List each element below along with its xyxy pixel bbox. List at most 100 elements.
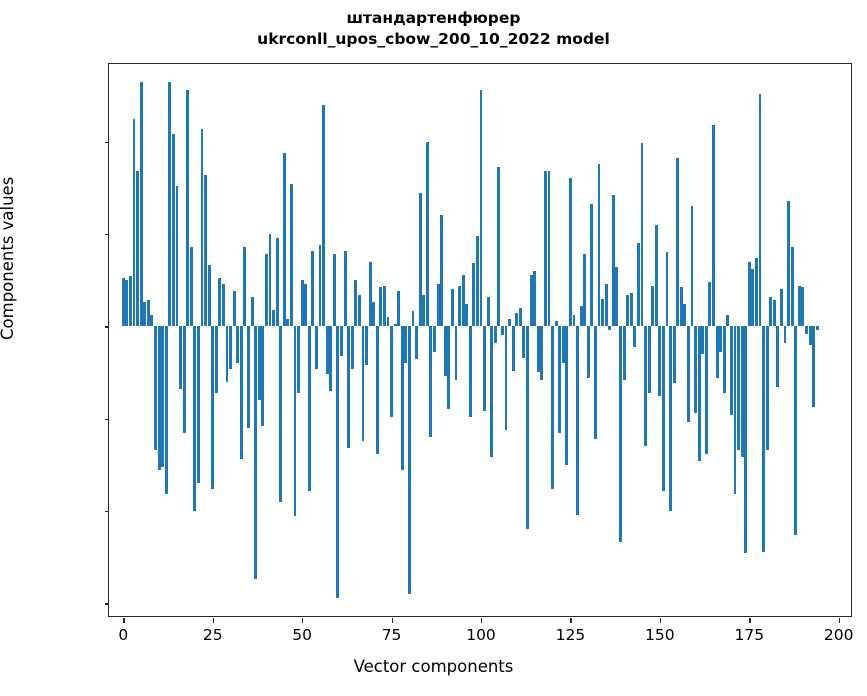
bar xyxy=(697,326,701,462)
bar xyxy=(200,128,204,327)
bar xyxy=(182,326,186,434)
x-tick-label: 150 xyxy=(645,626,675,644)
bar xyxy=(683,304,687,327)
bar xyxy=(669,326,672,511)
bar xyxy=(318,244,322,327)
bar xyxy=(261,326,265,426)
bar xyxy=(375,326,379,454)
bar xyxy=(397,291,401,327)
bar xyxy=(515,313,519,327)
bar xyxy=(143,302,147,327)
bar xyxy=(475,235,479,327)
bar xyxy=(540,326,544,380)
bar xyxy=(733,326,737,495)
bar xyxy=(311,250,315,327)
bar xyxy=(425,141,429,327)
x-tick-mark xyxy=(302,618,304,623)
bar xyxy=(805,326,808,334)
bar xyxy=(157,326,161,471)
chart-title: штандартенфюрер ukrconll_upos_cbow_200_1… xyxy=(257,9,610,48)
bar xyxy=(790,246,794,327)
bar xyxy=(307,326,311,491)
bar xyxy=(411,311,415,327)
bar xyxy=(497,167,501,327)
bar xyxy=(465,304,469,327)
bar xyxy=(772,300,776,327)
y-tick-mark xyxy=(104,326,109,328)
bar xyxy=(708,281,712,327)
bar xyxy=(636,243,640,327)
x-tick-label: 75 xyxy=(381,626,402,644)
bar xyxy=(272,309,275,327)
bar xyxy=(794,326,798,535)
bar xyxy=(722,326,726,393)
bar xyxy=(332,254,336,327)
x-tick-label: 25 xyxy=(202,626,223,644)
bar xyxy=(239,326,243,460)
bar xyxy=(776,326,780,388)
bar xyxy=(343,250,347,327)
bar xyxy=(769,296,773,327)
bar xyxy=(286,318,290,327)
bar xyxy=(257,326,261,401)
bar xyxy=(189,246,193,327)
bar xyxy=(751,268,755,327)
x-tick-mark xyxy=(481,618,483,623)
bar xyxy=(479,89,483,327)
x-tick-label: 0 xyxy=(118,626,129,644)
bar xyxy=(511,326,515,371)
bar xyxy=(400,326,404,471)
bar xyxy=(633,326,637,347)
bar xyxy=(129,276,132,327)
bar xyxy=(543,171,547,327)
bar xyxy=(372,302,376,327)
bar xyxy=(390,326,393,417)
y-tick-mark xyxy=(104,233,109,236)
bar xyxy=(547,171,551,327)
bar xyxy=(568,178,572,327)
bar xyxy=(250,296,254,327)
bar xyxy=(186,89,190,327)
bar xyxy=(264,254,268,327)
bar xyxy=(594,326,597,439)
bar xyxy=(340,326,343,356)
bar xyxy=(797,285,801,327)
bar xyxy=(504,326,508,430)
bar xyxy=(222,283,225,327)
bar xyxy=(154,326,157,450)
bar xyxy=(597,163,601,327)
bar xyxy=(812,326,816,408)
x-tick-label: 200 xyxy=(823,626,854,644)
x-tick-mark xyxy=(212,618,215,623)
bar xyxy=(225,326,229,382)
bar xyxy=(232,291,236,327)
bar xyxy=(458,285,461,327)
bar xyxy=(765,326,769,450)
bar xyxy=(293,326,297,517)
bar xyxy=(404,326,408,364)
bar xyxy=(304,283,308,327)
bar xyxy=(211,326,215,489)
y-axis-label: Components values xyxy=(0,176,17,340)
bar xyxy=(429,326,433,438)
bar xyxy=(572,315,576,327)
x-tick-label: 100 xyxy=(466,626,496,644)
bar xyxy=(368,261,372,327)
bar xyxy=(361,326,365,441)
bar xyxy=(561,326,565,364)
bar xyxy=(554,320,558,327)
bar xyxy=(415,326,419,360)
bar xyxy=(350,326,354,369)
y-tick-mark xyxy=(104,603,109,605)
bar xyxy=(701,326,705,354)
bar xyxy=(422,294,426,327)
bar xyxy=(483,326,486,412)
bar xyxy=(325,326,329,375)
bar xyxy=(747,261,751,327)
bar xyxy=(536,326,540,373)
bar xyxy=(132,119,136,327)
bar xyxy=(447,326,451,410)
y-tick-mark xyxy=(104,418,109,420)
bar xyxy=(229,326,233,369)
